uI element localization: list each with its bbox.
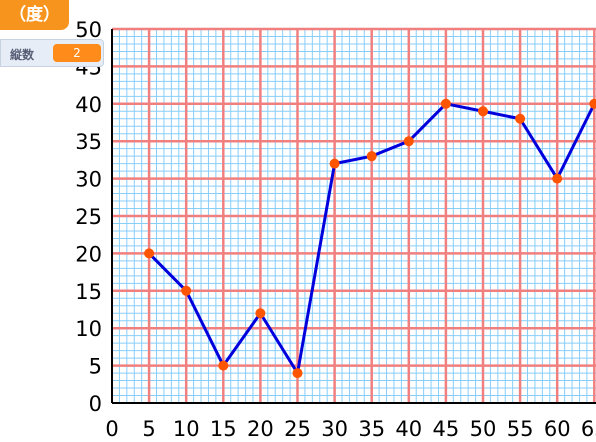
x-tick-label: 35 <box>358 417 385 441</box>
data-point <box>552 173 563 184</box>
data-point <box>366 151 377 162</box>
major-grid <box>112 27 596 403</box>
data-point <box>255 308 266 319</box>
y-tick-label: 0 <box>89 392 102 416</box>
data-point <box>440 98 451 109</box>
data-point <box>292 368 303 379</box>
variable-value: 2 <box>53 44 101 62</box>
y-tick-label: 30 <box>75 168 102 192</box>
axes <box>111 29 596 404</box>
x-tick-label: 65 <box>581 417 596 441</box>
x-tick-labels: 05 10 15 20 25 30 35 40 45 50 55 60 65 <box>105 417 596 441</box>
data-point <box>403 136 414 147</box>
x-tick-label: 25 <box>284 417 311 441</box>
data-point <box>478 106 488 117</box>
y-tick-label: 25 <box>75 205 102 229</box>
y-tick-label: 50 <box>75 18 102 42</box>
y-tick-label: 35 <box>75 130 102 154</box>
data-point <box>589 98 596 109</box>
x-tick-label: 5 <box>142 417 155 441</box>
x-tick-label: 0 <box>105 417 118 441</box>
y-tick-label: 5 <box>89 355 102 379</box>
variable-monitor[interactable]: 縦数 2 <box>0 39 104 67</box>
x-tick-label: 60 <box>544 417 571 441</box>
x-tick-label: 20 <box>247 417 274 441</box>
variable-label: 縦数 <box>10 48 35 62</box>
y-tick-label: 15 <box>75 280 102 304</box>
x-tick-label: 50 <box>470 417 497 441</box>
x-tick-label: 30 <box>321 417 348 441</box>
y-tick-label: 20 <box>75 242 102 266</box>
data-points <box>144 98 596 379</box>
x-tick-label: 15 <box>210 417 237 441</box>
data-point <box>144 248 155 259</box>
y-tick-label: 40 <box>75 93 102 117</box>
x-tick-label: 10 <box>173 417 200 441</box>
y-tick-label: 10 <box>75 317 102 341</box>
data-point <box>181 285 192 296</box>
data-point <box>515 113 526 124</box>
data-point <box>218 360 229 371</box>
unit-badge: （度） <box>0 0 69 30</box>
x-tick-label: 45 <box>433 417 460 441</box>
x-tick-label: 55 <box>507 417 534 441</box>
x-tick-label: 40 <box>395 417 422 441</box>
data-point <box>329 158 340 169</box>
